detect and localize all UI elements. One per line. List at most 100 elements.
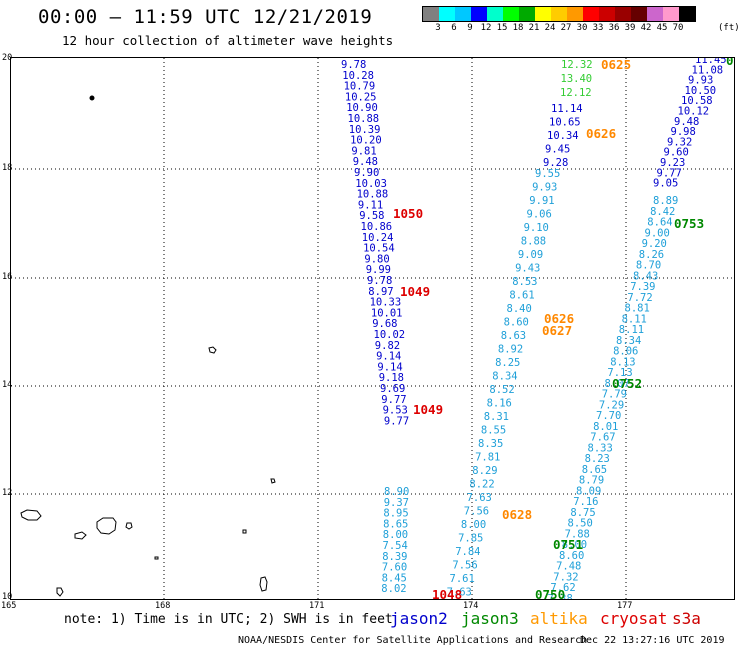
wave-height-label: 8.42 [650, 206, 675, 218]
wave-height-label: 7.63 [447, 587, 472, 599]
wave-height-label: 7.29 [599, 399, 624, 411]
legend-jason2: jason2 [390, 609, 448, 628]
lon-tick-174: 174 [463, 601, 479, 611]
color-scale-bar [422, 6, 696, 22]
wave-height-label: 8.29 [472, 465, 497, 477]
color-scale-label: 45 [656, 23, 668, 33]
wave-height-label: 10.33 [370, 297, 402, 309]
wave-height-label: 8.88 [521, 236, 546, 248]
island [270, 478, 276, 484]
color-swatch [503, 7, 519, 21]
wave-height-label: 9.48 [353, 156, 378, 168]
wave-height-label: 8.00 [461, 519, 486, 531]
wave-height-label: 8.89 [653, 195, 678, 207]
lon-tick-165: 165 [1, 601, 17, 611]
wave-height-label: 8.01 [593, 421, 618, 433]
wave-height-label: 8.70 [636, 260, 661, 272]
wave-height-label: 8.92 [498, 344, 523, 356]
wave-height-label: 8.61 [509, 290, 534, 302]
wave-height-label: 9.58 [359, 210, 384, 222]
lat-tick-10: 10 [2, 592, 13, 602]
wave-height-label: 8.13 [610, 356, 635, 368]
wave-height-label: 8.53 [512, 276, 537, 288]
wave-height-label: 10.25 [345, 91, 377, 103]
wave-height-label: 8.60 [504, 317, 529, 329]
wave-height-label: 9.78 [341, 59, 366, 71]
wave-height-label: 9.81 [351, 145, 376, 157]
map-canvas: 9.7810.2810.7910.2510.9010.8810.3910.209… [11, 58, 734, 599]
time-marker-label: 1048 [432, 587, 462, 599]
wave-height-label: 9.28 [543, 157, 568, 169]
wave-height-label: 8.90 [384, 486, 409, 498]
time-markers: 1050104910491048062506260626062706280753… [393, 58, 734, 599]
color-scale-label: 15 [496, 23, 508, 33]
wave-height-label: 7.56 [464, 506, 489, 518]
wave-height-label: 9.43 [515, 263, 540, 275]
wave-height-label: 9.32 [667, 136, 692, 148]
wave-height-label: 7.54 [383, 540, 408, 552]
color-scale-label: 33 [592, 23, 604, 33]
color-swatch [551, 7, 567, 21]
generation-timestamp: Dec 22 13:27:16 UTC 2019 [580, 635, 725, 646]
wave-height-label: 8.06 [613, 346, 638, 358]
wave-height-label: 8.79 [579, 475, 604, 487]
wave-height-label: 9.98 [671, 126, 696, 138]
wave-height-label: 8.35 [478, 438, 503, 450]
color-scale-label: 27 [560, 23, 572, 33]
wave-height-label: 8.22 [469, 479, 494, 491]
wave-height-label: 8.11 [619, 324, 644, 336]
island [56, 587, 64, 597]
wave-height-label: 9.55 [535, 168, 560, 180]
island [242, 529, 247, 534]
wave-height-label: 10.88 [357, 189, 389, 201]
time-marker-label: 0752 [612, 376, 642, 391]
wave-height-label: 8.50 [568, 518, 593, 530]
island [20, 509, 42, 521]
color-scale-label: 42 [640, 23, 652, 33]
legend-jason3: jason3 [461, 609, 519, 628]
wave-height-label: 7.88 [565, 528, 590, 540]
time-marker-label: 1050 [393, 206, 423, 221]
time-marker-label: 1049 [413, 402, 443, 417]
color-swatch [583, 7, 599, 21]
color-scale-label: 36 [608, 23, 620, 33]
wave-height-label: 9.93 [688, 75, 713, 87]
footnote: note: 1) Time is in UTC; 2) SWH is in fe… [64, 612, 393, 627]
lat-tick-16: 16 [2, 272, 13, 282]
wave-height-label: 9.82 [375, 340, 400, 352]
color-swatch [487, 7, 503, 21]
wave-height-label: 8.25 [495, 357, 520, 369]
wave-height-label: 9.05 [653, 178, 678, 190]
color-swatch [423, 7, 439, 21]
color-swatch [455, 7, 471, 21]
credit-line: NOAA/NESDIS Center for Satellite Applica… [238, 635, 588, 646]
color-scale-label: 18 [512, 23, 524, 33]
wave-height-label: 7.81 [475, 452, 500, 464]
wave-height-label: 8.63 [501, 330, 526, 342]
wave-height-label: 12.12 [560, 87, 592, 99]
legend-cryosat: cryosat [600, 609, 668, 628]
color-scale-label: 24 [544, 23, 556, 33]
time-marker-label: 0627 [542, 323, 572, 338]
wave-height-label: 10.58 [681, 95, 713, 107]
wave-height-label: 7.56 [452, 560, 477, 572]
wave-height-label: 10.02 [374, 329, 406, 341]
wave-height-label: 9.00 [645, 227, 670, 239]
wave-height-label: 8.31 [484, 411, 509, 423]
wave-height-label: 11.08 [692, 64, 724, 76]
color-swatch [519, 7, 535, 21]
wave-height-label: 8.07 [605, 378, 630, 390]
wave-height-label: 9.23 [660, 157, 685, 169]
island [74, 531, 87, 540]
wave-height-label: 9.09 [518, 249, 543, 261]
color-swatch [599, 7, 615, 21]
wave-height-label: 8.11 [622, 313, 647, 325]
time-marker-label: 0753 [674, 216, 704, 231]
island [259, 576, 268, 592]
time-marker-label: 0750 [535, 587, 565, 599]
wave-height-label: 9.18 [379, 372, 404, 384]
time-marker-label: 0625 [601, 58, 631, 72]
time-marker-label: 0 [726, 58, 734, 68]
wave-height-label: 9.93 [532, 182, 557, 194]
wave-height-label: 7.79 [602, 389, 627, 401]
